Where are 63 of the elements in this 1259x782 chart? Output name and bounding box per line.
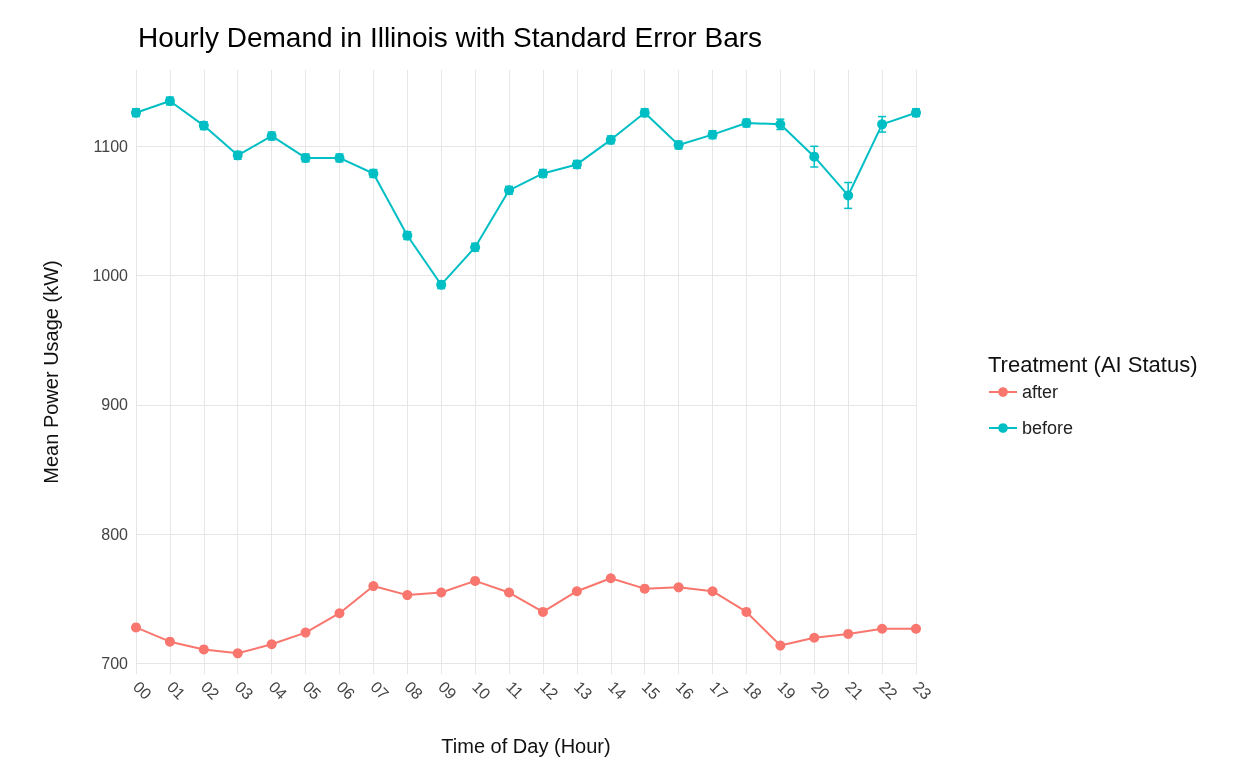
x-tick-label: 05 <box>299 677 325 703</box>
legend-label: after <box>1022 382 1059 402</box>
y-tick-label: 700 <box>101 655 129 673</box>
x-tick-label: 13 <box>570 677 596 703</box>
point <box>843 628 854 639</box>
x-tick-label: 11 <box>503 677 527 702</box>
x-tick-label: 10 <box>469 677 494 703</box>
x-tick-label: 02 <box>197 677 223 703</box>
point <box>877 119 888 130</box>
x-tick-label: 20 <box>808 677 833 703</box>
point <box>741 606 752 617</box>
x-tick-label: 14 <box>604 677 630 703</box>
x-tick-label: 21 <box>842 677 867 703</box>
x-tick-label: 15 <box>638 677 664 703</box>
point <box>605 573 616 584</box>
point <box>232 648 243 659</box>
point <box>436 587 447 598</box>
x-tick-label: 06 <box>333 677 359 703</box>
point <box>775 640 786 651</box>
x-tick-label: 07 <box>367 677 393 703</box>
chart-title: Hourly Demand in Illinois with Standard Error Bars <box>138 21 763 53</box>
x-tick-label: 19 <box>774 677 800 703</box>
point <box>809 151 820 162</box>
y-tick-label: 1000 <box>92 267 129 285</box>
legend-title: Treatment (AI Status) <box>988 351 1198 377</box>
x-tick-label: 17 <box>706 677 732 703</box>
point <box>537 606 548 617</box>
point <box>334 608 345 619</box>
point <box>470 575 481 586</box>
point <box>877 623 888 634</box>
point <box>571 586 582 597</box>
x-tick-label: 12 <box>536 677 562 703</box>
y-axis-title: Mean Power Usage (kW) <box>40 260 62 484</box>
point <box>809 632 820 643</box>
point <box>131 622 141 633</box>
x-tick-label: 03 <box>231 677 257 703</box>
y-tick-label: 900 <box>101 396 129 414</box>
point <box>368 581 379 592</box>
point <box>300 627 311 638</box>
point <box>504 587 515 598</box>
x-tick-label: 04 <box>265 677 291 703</box>
point <box>843 190 854 201</box>
x-tick-label: 00 <box>129 677 155 703</box>
legend-label: before <box>1022 418 1074 438</box>
point <box>911 623 921 634</box>
point <box>164 636 175 647</box>
x-tick-label: 22 <box>876 677 901 703</box>
point <box>639 583 650 594</box>
y-tick-label: 1100 <box>93 137 129 155</box>
x-tick-label: 01 <box>163 677 189 703</box>
x-tick-label: 16 <box>672 677 698 703</box>
point <box>198 644 209 655</box>
x-tick-label: 09 <box>435 677 460 703</box>
x-tick-label: 18 <box>740 677 766 703</box>
point <box>402 590 413 601</box>
point <box>266 639 277 650</box>
x-tick-label: 08 <box>401 677 426 703</box>
point <box>707 586 718 597</box>
y-tick-label: 800 <box>101 525 129 543</box>
point <box>673 582 684 593</box>
x-axis-title: Time of Day (Hour) <box>441 735 611 757</box>
point <box>131 107 141 118</box>
x-tick-label: 23 <box>909 677 935 703</box>
